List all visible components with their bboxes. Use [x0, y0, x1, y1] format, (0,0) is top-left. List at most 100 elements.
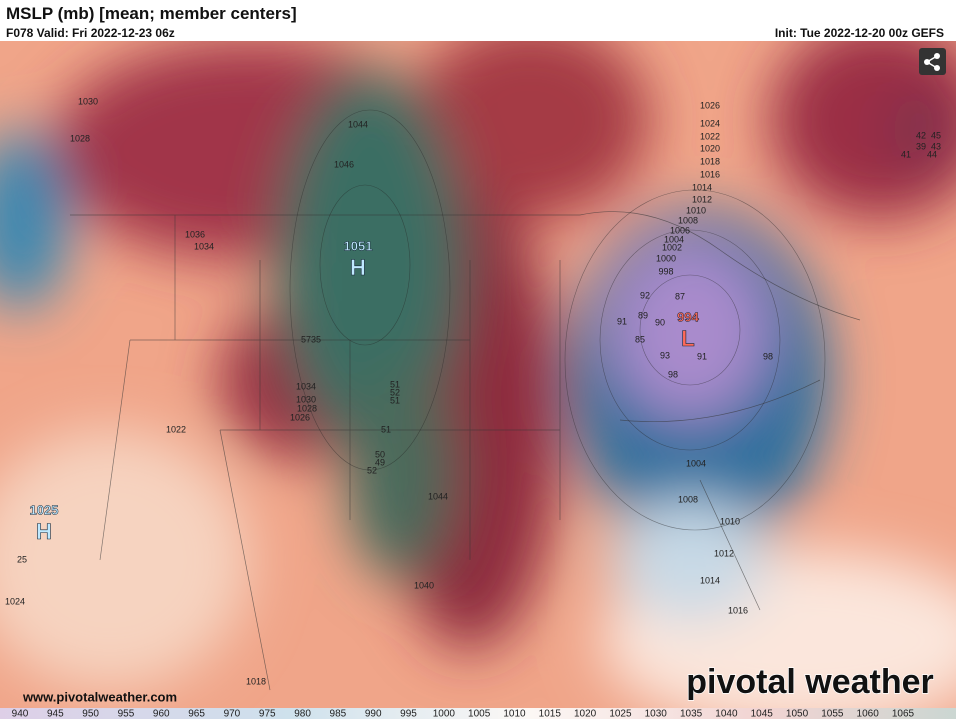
contour-label: 1034 — [194, 241, 214, 251]
colorbar-tick: 995 — [400, 709, 417, 719]
contour-label: 1018 — [246, 676, 266, 686]
contour-label: 1000 — [656, 253, 676, 263]
center-letter: H — [350, 255, 366, 280]
contour-label: 92 — [640, 290, 650, 300]
contour-label: 1030 — [296, 394, 316, 404]
colorbar-tick: 1055 — [821, 709, 844, 719]
valid-time: F078 Valid: Fri 2022-12-23 06z — [6, 26, 175, 40]
contour-label: 1044 — [428, 491, 448, 501]
contour-label: 39 — [916, 141, 926, 151]
center-value: 1025 — [30, 502, 59, 517]
contour-label: 98 — [668, 369, 678, 379]
contour-label: 89 — [638, 310, 648, 320]
contour-label: 1028 — [297, 403, 317, 413]
contour-label: 52 — [367, 465, 377, 475]
contour-label: 998 — [658, 266, 673, 276]
center-letter: L — [681, 326, 694, 351]
contour-label: 1010 — [720, 516, 740, 526]
contour-label: 1004 — [664, 234, 684, 244]
colorbar-tick: 985 — [330, 709, 347, 719]
colorbar-tick: 960 — [153, 709, 170, 719]
colorbar-tick: 1000 — [433, 709, 456, 719]
colorbar-tick: 990 — [365, 709, 382, 719]
contour-label: 43 — [931, 141, 941, 151]
init-time: Init: Tue 2022-12-20 00z GEFS — [774, 26, 944, 40]
contour-label: 1004 — [686, 458, 706, 468]
colorbar-tick: 945 — [47, 709, 64, 719]
contour-label: 1022 — [166, 424, 186, 434]
contour-label: 1024 — [5, 596, 25, 606]
contour-label: 90 — [655, 317, 665, 327]
contour-label: 1012 — [714, 548, 734, 558]
contour-label: 42 — [916, 130, 926, 140]
colorbar-tick: 980 — [294, 709, 311, 719]
contour-label: 52 — [390, 387, 400, 397]
contour-label: 1014 — [692, 182, 712, 192]
colorbar-tick: 1065 — [892, 709, 915, 719]
colorbar-tick: 940 — [12, 709, 29, 719]
contour-label: 1006 — [670, 225, 690, 235]
colorbar-tick: 975 — [259, 709, 276, 719]
contour-label: 49 — [375, 457, 385, 467]
contour-label: 1002 — [662, 242, 682, 252]
colorbar-tick: 1030 — [645, 709, 668, 719]
colorbar-tick: 1005 — [468, 709, 491, 719]
contour-label: 1016 — [728, 605, 748, 615]
colorbar-tick: 1035 — [680, 709, 703, 719]
contour-label: 1018 — [700, 156, 720, 166]
contour-label: 87 — [675, 291, 685, 301]
contour-label: 1046 — [334, 159, 354, 169]
colorbar-tick: 1050 — [786, 709, 809, 719]
contour-label: 1034 — [296, 381, 316, 391]
contour-label: 1012 — [692, 194, 712, 204]
contour-label: 85 — [635, 334, 645, 344]
contour-label: 1044 — [348, 119, 368, 129]
contour-label: 1026 — [290, 412, 310, 422]
contour-label: 44 — [927, 149, 937, 159]
contour-label: 1026 — [700, 100, 720, 110]
colorbar-tick: 1010 — [503, 709, 526, 719]
colorbar-tick: 1060 — [857, 709, 880, 719]
contour-label: 1024 — [700, 118, 720, 128]
share-button[interactable] — [919, 48, 946, 75]
contour-label: 51 — [390, 379, 400, 389]
center-letter: H — [36, 519, 52, 544]
colorbar-tick: 965 — [188, 709, 205, 719]
colorbar-tick: 1025 — [609, 709, 632, 719]
contour-label: 1014 — [700, 575, 720, 585]
center-value: 994 — [677, 309, 699, 324]
contour-label: 93 — [660, 350, 670, 360]
contour-label: 1008 — [678, 494, 698, 504]
map-field — [0, 41, 956, 708]
colorbar-tick: 955 — [118, 709, 135, 719]
contour-label: 45 — [931, 130, 941, 140]
contour-label: 1028 — [70, 133, 90, 143]
contour-label: 98 — [763, 351, 773, 361]
contour-label: 1022 — [700, 131, 720, 141]
contour-label: 5735 — [301, 334, 321, 344]
site-url: www.pivotalweather.com — [22, 689, 177, 704]
colorbar-tick: 1015 — [539, 709, 562, 719]
share-icon — [924, 53, 940, 71]
contour-label: 50 — [375, 449, 385, 459]
center-value: 1051 — [344, 238, 373, 253]
contour-label: 25 — [17, 554, 27, 564]
contour-label: 51 — [381, 424, 391, 434]
contour-label: 91 — [697, 351, 707, 361]
colorbar — [0, 708, 956, 719]
contour-label: 1030 — [78, 96, 98, 106]
contour-label: 41 — [901, 149, 911, 159]
contour-label: 1008 — [678, 215, 698, 225]
logo: pivotal weather — [686, 663, 934, 701]
colorbar-tick: 1040 — [715, 709, 738, 719]
colorbar-tick: 950 — [82, 709, 99, 719]
contour-label: 91 — [617, 316, 627, 326]
colorbar-tick: 970 — [224, 709, 241, 719]
contour-label: 1016 — [700, 169, 720, 179]
colorbar-tick: 1045 — [751, 709, 774, 719]
contour-label: 1036 — [185, 229, 205, 239]
colorbar-tick: 1020 — [574, 709, 597, 719]
contour-label: 1040 — [414, 580, 434, 590]
